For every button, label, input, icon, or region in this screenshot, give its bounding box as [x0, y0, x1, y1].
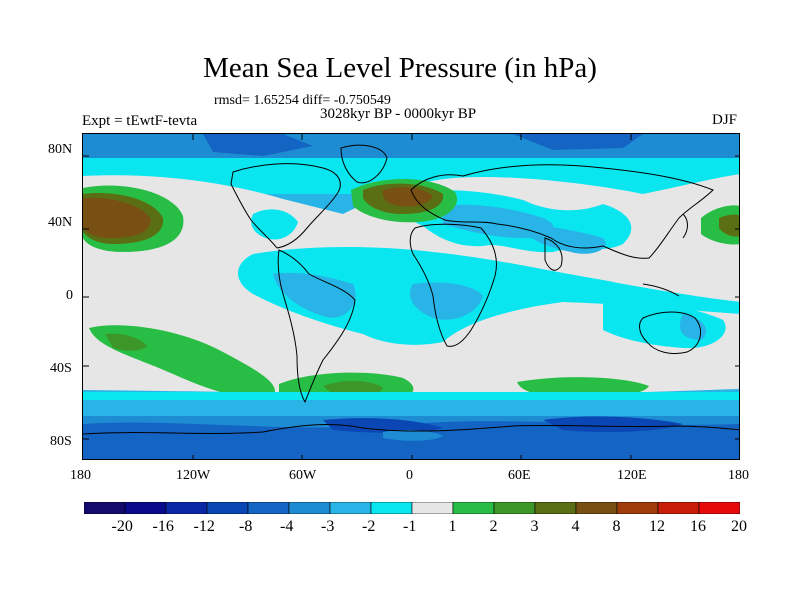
colorbar-label: 2: [489, 518, 498, 535]
stats-text: rmsd= 1.65254 diff= -0.750549: [214, 93, 391, 108]
colorbar-label: -16: [152, 518, 174, 535]
colorbar-label: 1: [448, 518, 457, 535]
colorbar-label: -4: [280, 518, 294, 535]
colorbar-label: -3: [321, 518, 335, 535]
colorbar-swatch: [657, 502, 700, 514]
colorbar-swatch: [534, 502, 577, 514]
colorbar-swatch: [165, 502, 208, 514]
pressure-map: [82, 133, 740, 460]
colorbar-swatch: [247, 502, 290, 514]
colorbar-label: 12: [649, 518, 665, 535]
lon-label-60w: 60W: [289, 468, 317, 483]
lon-label-0: 0: [406, 468, 413, 483]
lon-label-60e: 60E: [508, 468, 531, 483]
colorbar-swatch: [124, 502, 167, 514]
period-text: 3028kyr BP - 0000kyr BP: [320, 106, 477, 122]
colorbar-swatch: [493, 502, 536, 514]
map-title: Mean Sea Level Pressure (in hPa): [203, 52, 597, 84]
lon-label-180w: 180: [70, 468, 91, 483]
colorbar-label: 8: [612, 518, 621, 535]
colorbar-swatch: [698, 502, 740, 514]
colorbar-label: -1: [403, 518, 417, 535]
colorbar-swatch: [616, 502, 659, 514]
colorbar-swatch: [452, 502, 495, 514]
colorbar-label: -12: [193, 518, 215, 535]
colorbar: [84, 502, 740, 514]
colorbar-label: -20: [111, 518, 133, 535]
lon-label-120w: 120W: [176, 468, 211, 483]
colorbar-swatch: [575, 502, 618, 514]
experiment-label: Expt = tEwtF-tevta: [82, 113, 198, 129]
colorbar-swatch: [411, 502, 454, 514]
lat-label-0: 0: [66, 288, 73, 303]
colorbar-label: 16: [690, 518, 706, 535]
pressure-map-svg: [83, 134, 739, 459]
colorbar-swatch: [370, 502, 413, 514]
colorbar-swatch: [84, 502, 126, 514]
lat-label-40s: 40S: [50, 361, 72, 376]
colorbar-swatch: [329, 502, 372, 514]
lat-label-80s: 80S: [50, 434, 72, 449]
lon-label-180e: 180: [728, 468, 749, 483]
colorbar-label: -2: [362, 518, 376, 535]
colorbar-label: 3: [530, 518, 539, 535]
colorbar-label: 4: [571, 518, 580, 535]
lat-label-80n: 80N: [48, 142, 73, 157]
colorbar-label: -8: [239, 518, 253, 535]
season-label: DJF: [712, 112, 738, 128]
colorbar-swatch: [206, 502, 249, 514]
colorbar-label: 20: [731, 518, 747, 535]
lat-label-40n: 40N: [48, 215, 73, 230]
colorbar-swatch: [288, 502, 331, 514]
lon-label-120e: 120E: [617, 468, 647, 483]
